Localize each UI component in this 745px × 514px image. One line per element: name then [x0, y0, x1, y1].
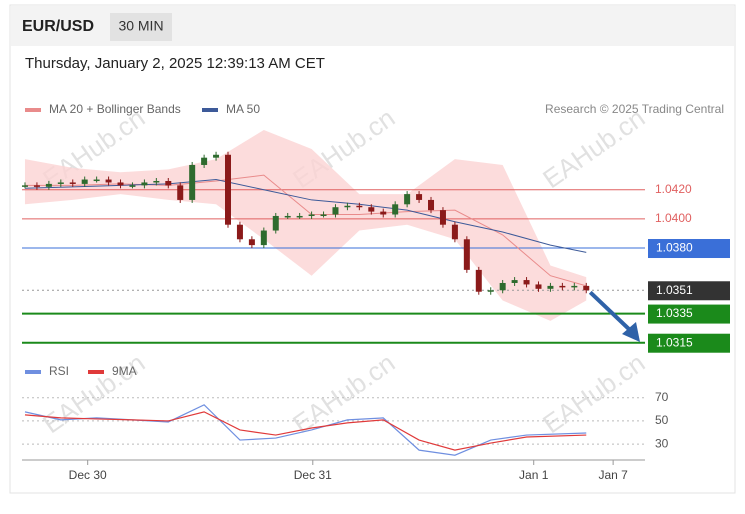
level-box: [648, 281, 730, 301]
legend-label: 9MA: [112, 364, 137, 378]
credit: Research © 2025 Trading Central: [545, 102, 724, 116]
candle-body: [439, 210, 446, 225]
rsi-tick-label: 70: [655, 390, 669, 404]
candle-body: [487, 290, 494, 292]
candle-body: [499, 282, 506, 291]
level-box: [648, 239, 730, 259]
candle-body: [511, 280, 518, 283]
candle-body: [356, 205, 363, 208]
candle-body: [535, 284, 542, 289]
candle-body: [296, 215, 303, 218]
candle-body: [368, 207, 375, 212]
candle-body: [189, 164, 196, 200]
candle-body: [451, 224, 458, 240]
candle-body: [69, 182, 76, 184]
bollinger-band: [24, 130, 587, 321]
legend-label: RSI: [49, 364, 69, 378]
candle-body: [33, 185, 40, 187]
forecast-arrow: [588, 290, 634, 334]
candle-body: [475, 269, 482, 292]
timeframe[interactable]: 30 MIN: [118, 18, 163, 34]
level-label: 1.0335: [656, 306, 693, 320]
legend-swatch: [25, 370, 41, 374]
candle-body: [129, 185, 136, 187]
candle-body: [141, 182, 148, 186]
candle-body: [45, 183, 52, 187]
legend-swatch: [202, 108, 218, 112]
candle-body: [416, 194, 423, 200]
forecast-arrow-head: [622, 322, 640, 342]
rsi-tick-label: 30: [655, 436, 669, 450]
candle-body: [260, 230, 267, 246]
candle-body: [213, 154, 220, 158]
candle-body: [583, 285, 590, 291]
card: [9, 4, 736, 494]
legend-label: MA 50: [226, 102, 260, 116]
timestamp: Thursday, January 2, 2025 12:39:13 AM CE…: [25, 55, 325, 72]
level-box: [648, 304, 730, 324]
candle-body: [81, 179, 88, 184]
legend-swatch: [88, 370, 104, 374]
candle-body: [392, 204, 399, 215]
legend-label: MA 20 + Bollinger Bands: [49, 102, 181, 116]
rsi-line: [24, 411, 587, 451]
candle-body: [248, 239, 255, 246]
candle-body: [320, 214, 327, 217]
legend-swatch: [25, 108, 41, 112]
candle-body: [428, 199, 435, 211]
candle-body: [463, 239, 470, 270]
candle-body: [523, 280, 530, 285]
candle-body: [93, 179, 100, 182]
candle-body: [272, 215, 279, 231]
level-label: 1.0420: [655, 182, 692, 196]
candle-body: [177, 185, 184, 200]
level-box: [648, 333, 730, 353]
candle-body: [344, 205, 351, 208]
candle-body: [165, 180, 172, 186]
level-label: 1.0315: [656, 335, 693, 349]
candle-body: [153, 180, 160, 183]
candle-body: [236, 224, 243, 240]
candle-body: [57, 182, 64, 184]
candle-body: [571, 285, 578, 288]
candle-body: [380, 211, 387, 215]
candle-body: [284, 215, 291, 218]
x-tick-label: Dec 31: [294, 468, 332, 482]
candle-body: [559, 285, 566, 288]
candle-body: [201, 157, 208, 165]
symbol: EUR/USD: [22, 18, 94, 35]
rsi-tick-label: 50: [655, 413, 669, 427]
x-tick-label: Jan 1: [519, 468, 549, 482]
candle-body: [225, 154, 231, 225]
level-label: 1.0351: [656, 283, 693, 297]
candle-body: [332, 207, 339, 215]
x-tick-label: Jan 7: [598, 468, 628, 482]
candle-body: [404, 194, 411, 205]
candle-body: [105, 179, 112, 183]
timeframe-box[interactable]: [110, 13, 172, 41]
level-label: 1.0380: [656, 241, 693, 255]
candle-body: [308, 214, 315, 217]
level-label: 1.0400: [655, 211, 692, 225]
x-tick-label: Dec 30: [69, 468, 107, 482]
candle-body: [21, 185, 28, 187]
candle-body: [117, 182, 124, 186]
candle-body: [547, 285, 554, 289]
